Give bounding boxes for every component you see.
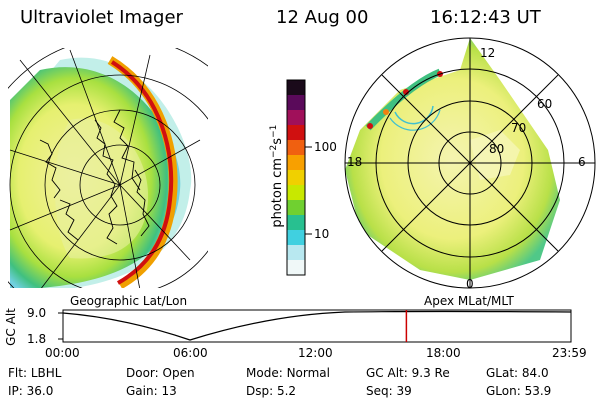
colorbar-segment: [287, 260, 305, 276]
colorbar-segment: [287, 95, 305, 111]
colorbar-segment: [287, 80, 305, 96]
image-time: 16:12:43 UT: [430, 7, 541, 28]
colorbar-segment: [287, 155, 305, 171]
time-tick-1800: 18:00: [426, 346, 461, 360]
colorbar-segment: [287, 125, 305, 141]
status-gain: Gain: 13: [126, 384, 177, 398]
status-door: Door: Open: [126, 366, 195, 380]
status-glon: GLon: 53.9: [486, 384, 552, 398]
image-date: 12 Aug 00: [276, 7, 369, 28]
colorbar-segment: [287, 110, 305, 126]
mlat-label-60: 60: [537, 97, 553, 111]
colorbar-segment: [287, 185, 305, 201]
status-seq: Seq: 39: [366, 384, 412, 398]
colorbar-segment: [287, 200, 305, 216]
colorbar-segment: [287, 140, 305, 156]
mlat-label-70: 70: [511, 121, 527, 135]
status-gc-alt: GC Alt: 9.3 Re: [366, 366, 450, 380]
mlt-label-12: 12: [480, 46, 496, 60]
colorbar-tick-100: 100: [314, 140, 337, 154]
left-map-caption: Geographic Lat/Lon: [70, 294, 188, 308]
time-tick-1200: 12:00: [298, 346, 333, 360]
alt-tick-9: 9.0: [27, 306, 47, 320]
mlt-label-6: 6: [578, 155, 586, 169]
colorbar-segment: [287, 230, 305, 246]
colorbar-tick-10: 10: [314, 227, 330, 241]
alt-tick-1-8: 1.8: [27, 332, 47, 346]
instrument-title: Ultraviolet Imager: [20, 7, 183, 28]
right-map-caption: Apex MLat/MLT: [424, 294, 514, 308]
status-ip: IP: 36.0: [8, 384, 54, 398]
status-dsp: Dsp: 5.2: [246, 384, 297, 398]
mlat-label-80: 80: [489, 142, 505, 156]
colorbar-segment: [287, 245, 305, 261]
status-mode: Mode: Normal: [246, 366, 330, 380]
colorbar-segment: [287, 215, 305, 231]
time-tick-2359: 23:59: [552, 346, 587, 360]
altitude-axis-label: GC Alt: [3, 308, 18, 346]
time-tick-0000: 00:00: [45, 346, 80, 360]
status-glat: GLat: 84.0: [486, 366, 549, 380]
mlt-label-18: 18: [347, 155, 363, 169]
status-filter: Flt: LBHL: [8, 366, 62, 380]
colorbar-segment: [287, 170, 305, 186]
mlt-label-0: 0: [466, 277, 474, 291]
time-tick-0600: 06:00: [173, 346, 208, 360]
